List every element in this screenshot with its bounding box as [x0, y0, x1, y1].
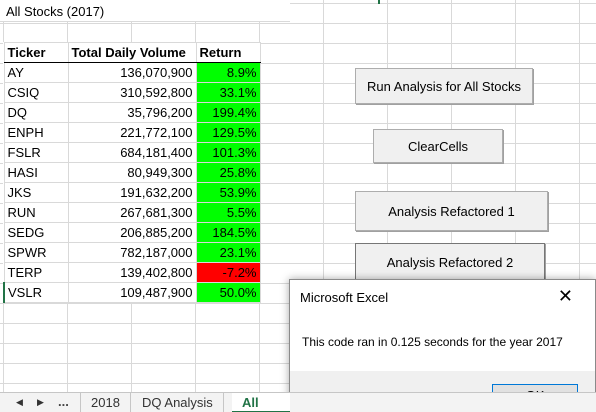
more-sheets-icon[interactable]: ...: [58, 394, 69, 409]
header-ticker[interactable]: Ticker: [3, 42, 69, 63]
table-row: HASI 80,949,300 25.8%: [3, 162, 261, 183]
cell-volume[interactable]: 310,592,800: [67, 82, 197, 103]
cell-ticker[interactable]: RUN: [3, 202, 69, 223]
cell-volume[interactable]: 267,681,300: [67, 202, 197, 223]
stocks-table: Ticker Total Daily Volume Return AY 136,0…: [3, 42, 261, 303]
scroll-left-icon[interactable]: ◀: [16, 397, 23, 407]
analysis-refactored-2-button[interactable]: Analysis Refactored 2: [355, 243, 545, 281]
cell-volume[interactable]: 782,187,000: [67, 242, 197, 263]
cell-return[interactable]: 25.8%: [195, 162, 261, 183]
cell-volume[interactable]: 80,949,300: [67, 162, 197, 183]
clear-cells-button[interactable]: ClearCells: [373, 129, 503, 163]
cell-ticker[interactable]: ENPH: [3, 122, 69, 143]
cell-return[interactable]: 33.1%: [195, 82, 261, 103]
cell-ticker[interactable]: HASI: [3, 162, 69, 183]
table-header-row: Ticker Total Daily Volume Return: [3, 42, 261, 63]
cell-return[interactable]: 101.3%: [195, 142, 261, 163]
cell-ticker[interactable]: SEDG: [3, 222, 69, 243]
run-all-stocks-button[interactable]: Run Analysis for All Stocks: [355, 68, 533, 104]
cell-ticker[interactable]: FSLR: [3, 142, 69, 163]
sheet-tab-2018[interactable]: 2018: [80, 393, 131, 412]
cell-return[interactable]: 8.9%: [195, 62, 261, 83]
header-return[interactable]: Return: [195, 42, 261, 63]
cell-return[interactable]: 129.5%: [195, 122, 261, 143]
cell-volume[interactable]: 109,487,900: [67, 282, 197, 303]
cell-ticker[interactable]: VSLR: [3, 282, 69, 303]
close-icon[interactable]: ✕: [557, 286, 573, 306]
cell-volume[interactable]: 684,181,400: [67, 142, 197, 163]
cell-volume[interactable]: 139,402,800: [67, 262, 197, 283]
cell-ticker[interactable]: JKS: [3, 182, 69, 203]
table-row: VSLR 109,487,900 50.0%: [3, 282, 261, 303]
message-dialog: Microsoft Excel ✕ This code ran in 0.125…: [289, 279, 596, 412]
selection-marker: [378, 0, 380, 4]
cell-ticker[interactable]: DQ: [3, 102, 69, 123]
cell-return[interactable]: -7.2%: [195, 262, 261, 283]
cell-return[interactable]: 23.1%: [195, 242, 261, 263]
dialog-title: Microsoft Excel: [300, 290, 389, 305]
table-row: CSIQ 310,592,800 33.1%: [3, 82, 261, 103]
table-row: JKS 191,632,200 53.9%: [3, 182, 261, 203]
cell-volume[interactable]: 136,070,900: [67, 62, 197, 83]
sheet-tab-bar: ◀ ▶ ... 2018 DQ Analysis All Stoc: [0, 392, 596, 412]
cell-volume[interactable]: 35,796,200: [67, 102, 197, 123]
cell-ticker[interactable]: AY: [3, 62, 69, 83]
table-body: AY 136,070,900 8.9% CSIQ 310,592,800 33.1% DQ 3…: [3, 62, 261, 303]
cell-ticker[interactable]: CSIQ: [3, 82, 69, 103]
sheet-tab-all-stocks[interactable]: All Stoc: [232, 393, 290, 412]
cell-return[interactable]: 5.5%: [195, 202, 261, 223]
dialog-message: This code ran in 0.125 seconds for the y…: [302, 335, 563, 349]
cell-volume[interactable]: 206,885,200: [67, 222, 197, 243]
cell-return[interactable]: 184.5%: [195, 222, 261, 243]
table-row: DQ 35,796,200 199.4%: [3, 102, 261, 123]
sheet-title: All Stocks (2017): [6, 4, 105, 19]
cell-return[interactable]: 199.4%: [195, 102, 261, 123]
cell-volume[interactable]: 221,772,100: [67, 122, 197, 143]
cell-return[interactable]: 50.0%: [195, 282, 261, 303]
table-row: TERP 139,402,800 -7.2%: [3, 262, 261, 283]
table-row: SEDG 206,885,200 184.5%: [3, 222, 261, 243]
table-row: SPWR 782,187,000 23.1%: [3, 242, 261, 263]
sheet-tab-dq-analysis[interactable]: DQ Analysis: [132, 393, 224, 412]
cell-ticker[interactable]: TERP: [3, 262, 69, 283]
table-row: ENPH 221,772,100 129.5%: [3, 122, 261, 143]
analysis-refactored-1-button[interactable]: Analysis Refactored 1: [355, 191, 548, 231]
cell-return[interactable]: 53.9%: [195, 182, 261, 203]
table-row: RUN 267,681,300 5.5%: [3, 202, 261, 223]
header-volume[interactable]: Total Daily Volume: [67, 42, 197, 63]
cell-ticker[interactable]: SPWR: [3, 242, 69, 263]
scroll-right-icon[interactable]: ▶: [37, 397, 44, 407]
table-row: AY 136,070,900 8.9%: [3, 62, 261, 83]
table-row: FSLR 684,181,400 101.3%: [3, 142, 261, 163]
cell-volume[interactable]: 191,632,200: [67, 182, 197, 203]
sheet-title-cell[interactable]: All Stocks (2017): [0, 0, 290, 22]
